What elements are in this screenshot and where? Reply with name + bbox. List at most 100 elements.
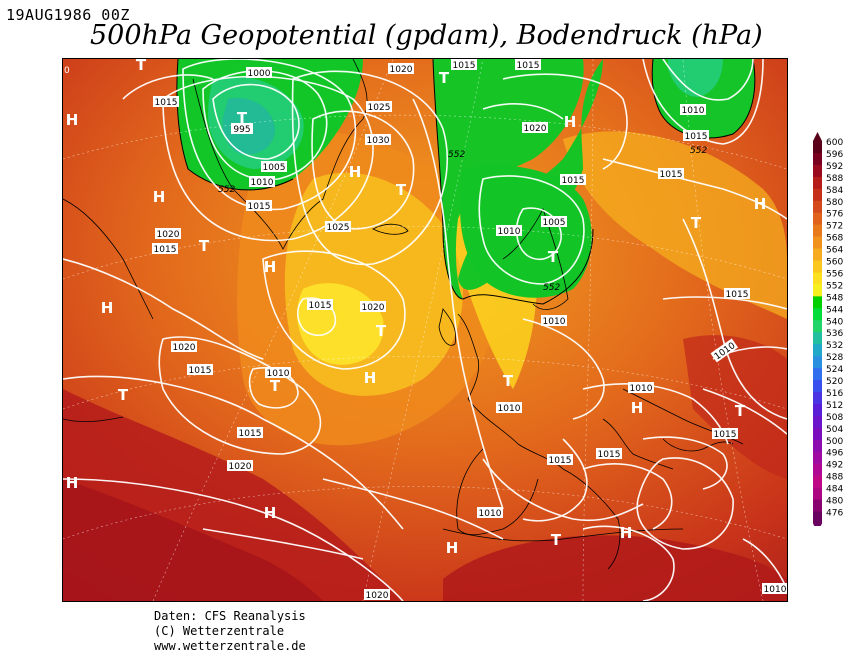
isobar-label-1005-b: 1005 — [541, 216, 567, 228]
legend-swatch — [813, 499, 822, 512]
isobar-label-1010-b: 1010 — [265, 367, 291, 379]
high-center: H — [620, 524, 633, 542]
legend-label: 592 — [826, 162, 843, 172]
legend-swatch — [813, 212, 822, 225]
pressure-centers: H H H H H H H H H H H T T T T T T T T T … — [66, 59, 767, 557]
isobar-label-1020-g-text: 1020 — [366, 591, 389, 601]
legend-label: 576 — [826, 210, 843, 220]
isobar-label-1025-b: 1025 — [325, 221, 351, 233]
isobar-label-1020-c: 1020 — [360, 301, 386, 313]
field-green-scandinavia-low — [459, 165, 592, 298]
isobar-label-1010-f-text: 1015 — [714, 430, 737, 440]
isobar-label-1015-h: 1015 — [515, 59, 541, 71]
legend-label: 504 — [826, 425, 843, 435]
isobar-label-1015-n-text: 1015 — [598, 450, 621, 460]
legend-swatch — [813, 344, 822, 357]
isobar-label-1000-b: 1010 — [680, 104, 706, 116]
map-date: 19AUG1986 00Z — [6, 6, 130, 24]
isobar-label-1015-j: 1015 — [658, 168, 684, 180]
low-center: T — [735, 402, 746, 420]
isobar-label-1010-d-text: 1010 — [498, 404, 521, 414]
isobar-label-1025-b-text: 1025 — [327, 223, 350, 233]
field-yellow-scandinavia — [563, 131, 787, 319]
isobar-label-1015-c: 1015 — [152, 243, 178, 255]
geopotential-label-552-a: 552 — [218, 185, 235, 195]
legend-label: 520 — [826, 377, 843, 387]
high-center: H — [754, 195, 767, 213]
geopotential-label-552-c: 552 — [543, 283, 560, 293]
field-dark-southwest-core — [63, 479, 323, 601]
legend-label: 476 — [826, 508, 843, 518]
high-center: H — [153, 188, 166, 206]
legend-swatch — [813, 332, 822, 345]
legend-label: 492 — [826, 461, 843, 471]
low-center: T — [136, 59, 147, 74]
legend-swatch — [813, 260, 822, 273]
legend-swatch — [813, 296, 822, 309]
low-center: T — [376, 322, 387, 340]
isobar-labels: 1000 995 1005 1010 1015 1020 1015 1025 1… — [152, 59, 787, 601]
legend-label: 568 — [826, 234, 843, 244]
isobar-label-1015-b: 1015 — [153, 96, 179, 108]
pressure-center-extra-highs: H H — [564, 113, 644, 417]
geopotential-labels: 552 552 552 552 — [218, 146, 707, 293]
legend-swatch — [813, 152, 822, 166]
legend-swatch — [813, 284, 822, 297]
isobar-label-995: 995 — [231, 123, 253, 135]
corner-label: 0 — [64, 66, 70, 76]
isobar-label-1015-o: 1010 — [477, 507, 503, 519]
isobar-label-1025-a: 1025 — [366, 101, 392, 113]
legend-swatch — [813, 415, 822, 429]
isobar-label-1015-h-text: 1015 — [517, 61, 540, 71]
isobar-label-1015-b-text: 1015 — [155, 98, 178, 108]
legend-label: 496 — [826, 449, 843, 459]
isobar-label-1020-d-text: 1020 — [173, 343, 196, 353]
legend-swatch — [813, 308, 822, 321]
field-dark-africa — [443, 535, 787, 601]
isobar-label-1015-d: 1015 — [307, 299, 333, 311]
legend-label: 500 — [826, 437, 843, 447]
contour-552-greenland — [176, 59, 294, 191]
legend-swatch — [813, 451, 822, 464]
legend-swatch — [813, 248, 822, 261]
high-center: H — [631, 399, 644, 417]
credits-website: www.wetterzentrale.de — [154, 639, 306, 653]
isobar-label-1015-k-text: 1015 — [726, 290, 749, 300]
credits: Daten: CFS Reanalysis (C) Wetterzentrale… — [154, 609, 306, 654]
low-center: T — [118, 386, 129, 404]
legend-swatch — [813, 320, 822, 333]
isobar-label-1010-e-text: 1010 — [543, 317, 566, 327]
isobar-label-1020-e-text: 1020 — [229, 462, 252, 472]
isobar-label-1020-b-text: 1020 — [157, 230, 180, 240]
high-center: H — [264, 504, 277, 522]
legend-label: 508 — [826, 413, 843, 423]
low-center: T — [270, 377, 281, 395]
isobar-label-1015-a-text: 1015 — [248, 202, 271, 212]
legend-label: 580 — [826, 198, 843, 208]
legend-label: 556 — [826, 269, 843, 279]
isobar-label-1015-d-text: 1015 — [309, 301, 332, 311]
low-center: T — [439, 69, 450, 87]
legend-swatch — [813, 463, 822, 476]
isobar-label-1005-c: 1015 — [683, 130, 709, 142]
isobar-label-1015-m-text: 1010 — [630, 384, 653, 394]
legend-label: 532 — [826, 341, 843, 351]
isobar-label-1010-h: 1010 — [762, 583, 787, 595]
legend-arrow-top — [813, 132, 822, 141]
legend-label: 512 — [826, 401, 843, 411]
isobars — [63, 59, 787, 601]
isobar-label-1020-a-text: 1020 — [390, 65, 413, 75]
high-center: H — [564, 113, 577, 131]
credits-data-source: Daten: CFS Reanalysis — [154, 609, 306, 623]
isobar-label-1020-b: 1020 — [155, 228, 181, 240]
low-center: T — [691, 214, 702, 232]
isobar-label-1015-j-text: 1015 — [660, 170, 683, 180]
legend-label: 528 — [826, 353, 843, 363]
legend-label: 544 — [826, 305, 843, 315]
isobar-label-1010-d: 1010 — [496, 402, 522, 414]
isobar-label-1000-text: 1000 — [248, 69, 271, 79]
high-center: H — [264, 258, 277, 276]
field-dark-east — [683, 335, 787, 479]
isobar-label-1010-e: 1010 — [541, 315, 567, 327]
legend-label: 564 — [826, 246, 843, 256]
